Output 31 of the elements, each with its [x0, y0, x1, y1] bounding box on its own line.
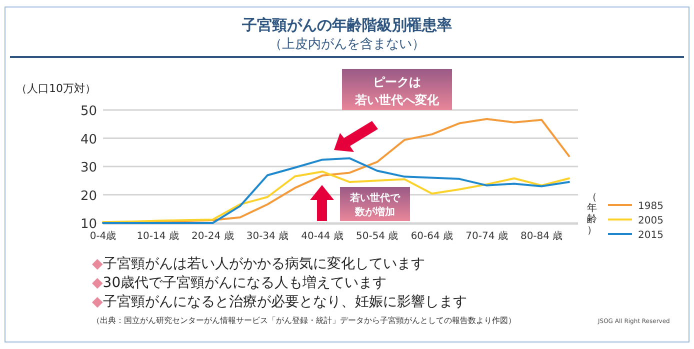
x-tick-label: 40-44 歳 — [301, 230, 344, 242]
annotation: 数が増加 — [354, 206, 395, 218]
chart-title: 子宮頸がんの年齢階級別罹患率 — [241, 16, 452, 34]
y-tick-label: 30 — [80, 160, 97, 176]
text: ◆子宮頸がんになると治療が必要となり、妊娠に影響します — [92, 294, 467, 310]
y-tick-label: 10 — [80, 217, 97, 232]
x-tick-label: 0-4歳 — [90, 230, 116, 242]
text: ピークは — [373, 75, 421, 89]
line-series — [102, 170, 570, 224]
x-tick-label: 10-14 歳 — [136, 230, 179, 242]
legend-label: 2015 — [638, 230, 664, 241]
x-tick-label: 30-34 歳 — [246, 230, 289, 242]
x-axis-title: （年齢） — [587, 192, 597, 236]
x-tick-label: 80-84 歳 — [520, 230, 563, 242]
text: （出典：国立がん研究センターがん情報サービス「がん登録・統計」データから子宮頸がんとしての報告数より作図） — [92, 316, 516, 325]
y-tick-label: 20 — [80, 188, 97, 204]
legend-label: 2005 — [638, 216, 664, 226]
x-tick-label: 20-24 歳 — [192, 230, 234, 242]
chart-subtitle: （上皮内がんを含まない） — [269, 37, 425, 52]
y-axis-title: （人口10万対） — [16, 82, 96, 95]
line-series — [102, 157, 570, 224]
text: ◆30歳代で子宮頸がんになる人も増えています — [92, 274, 387, 291]
text: ◆子宮頸がんは若い人がかかる病気に変化しています — [92, 256, 425, 272]
x-tick-label: 70-74 歳 — [466, 230, 508, 242]
y-tick-label: 50 — [80, 104, 97, 119]
x-tick-label: 50-54 歳 — [356, 230, 398, 242]
text: 若い世代へ変化 — [354, 93, 440, 107]
x-tick-label: 60-64 歳 — [410, 230, 454, 242]
y-tick-label: 40 — [80, 132, 97, 148]
legend-label: 1985 — [638, 201, 664, 212]
annotation: 若い世代で — [349, 192, 401, 204]
